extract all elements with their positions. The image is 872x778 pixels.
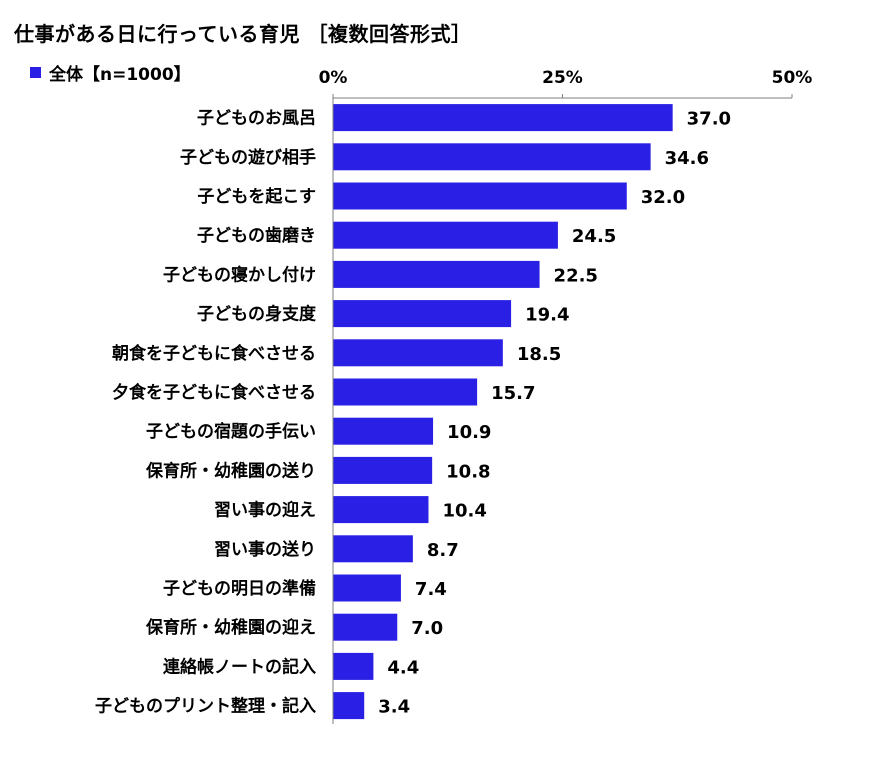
bar <box>333 692 365 720</box>
category-label: 習い事の送り <box>214 539 316 560</box>
legend-swatch <box>30 67 41 78</box>
bar <box>333 613 398 641</box>
data-label: 4.4 <box>387 657 419 678</box>
category-label: 保育所・幼稚園の迎え <box>145 617 316 638</box>
bar <box>333 574 401 602</box>
data-label: 18.5 <box>517 344 561 365</box>
bar <box>333 652 374 680</box>
legend-label: 全体【n=1000】 <box>49 65 191 85</box>
bar <box>333 417 434 445</box>
bar <box>333 496 429 524</box>
data-label: 8.7 <box>427 540 459 561</box>
bar <box>333 339 503 367</box>
data-label: 15.7 <box>491 383 535 404</box>
tick-label: 50% <box>772 68 813 88</box>
category-label: 子どものプリント整理・記入 <box>95 696 316 717</box>
bar <box>333 104 673 132</box>
data-label: 3.4 <box>378 697 410 718</box>
category-label: 子どもを起こす <box>197 186 316 207</box>
data-label: 10.9 <box>447 422 491 443</box>
data-label: 7.4 <box>415 579 447 600</box>
category-label: 習い事の迎え <box>214 500 316 521</box>
data-label: 32.0 <box>641 187 685 208</box>
tick-label: 0% <box>319 68 348 88</box>
bar <box>333 143 651 171</box>
bar <box>333 456 433 484</box>
category-label: 朝食を子どもに食べさせる <box>112 343 316 364</box>
data-label: 24.5 <box>572 226 616 247</box>
bar <box>333 300 512 328</box>
category-label: 子どもの歯磨き <box>197 225 316 246</box>
category-label: 子どもの身支度 <box>197 304 317 325</box>
data-label: 7.0 <box>411 618 443 639</box>
category-label: 子どもの宿題の手伝い <box>146 421 316 442</box>
category-label: 連絡帳ノートの記入 <box>163 656 316 677</box>
bar <box>333 260 540 288</box>
legend: 全体【n=1000】 <box>30 60 191 85</box>
bar <box>333 378 478 406</box>
data-label: 22.5 <box>554 265 598 286</box>
bar <box>333 221 558 249</box>
category-label: 子どものお風呂 <box>197 109 316 129</box>
category-label: 夕食を子どもに食べさせる <box>112 382 316 403</box>
category-label: 子どもの寝かし付け <box>163 264 316 285</box>
category-label: 子どもの遊び相手 <box>180 147 316 168</box>
data-label: 19.4 <box>525 305 569 326</box>
category-label: 子どもの明日の準備 <box>163 578 316 599</box>
category-label: 保育所・幼稚園の送り <box>145 460 316 481</box>
data-label: 37.0 <box>687 109 731 130</box>
chart-title: 仕事がある日に行っている育児 ［複数回答形式］ <box>14 22 472 46</box>
data-label: 34.6 <box>665 148 709 169</box>
data-label: 10.8 <box>446 461 490 482</box>
data-label: 10.4 <box>442 501 486 522</box>
tick-label: 25% <box>542 68 583 88</box>
bar <box>333 182 627 210</box>
bar <box>333 535 413 563</box>
